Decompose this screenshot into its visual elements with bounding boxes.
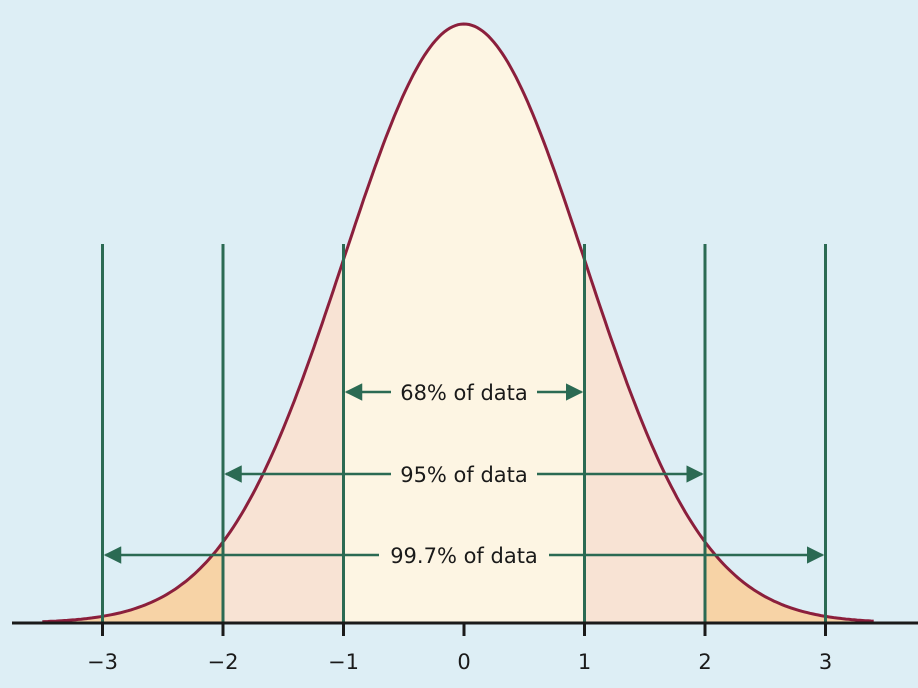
x-tick-label: −3 (87, 650, 118, 674)
x-tick-label: −2 (208, 650, 239, 674)
x-tick-label: 3 (819, 650, 832, 674)
band-label-bg (391, 377, 537, 407)
center-region (343, 24, 585, 623)
x-tick-label: 0 (457, 650, 470, 674)
band-label-bg (391, 459, 537, 489)
x-tick-label: 2 (698, 650, 711, 674)
x-tick-label: 1 (578, 650, 591, 674)
band-label: 68% of data (400, 381, 528, 405)
tail-region-right (705, 541, 826, 623)
band-label-bg (379, 540, 549, 570)
band-label: 95% of data (400, 463, 528, 487)
band-label: 99.7% of data (390, 544, 538, 568)
tail-region-left (102, 541, 223, 623)
normal-curve (42, 22, 874, 624)
x-tick-label: −1 (328, 650, 359, 674)
